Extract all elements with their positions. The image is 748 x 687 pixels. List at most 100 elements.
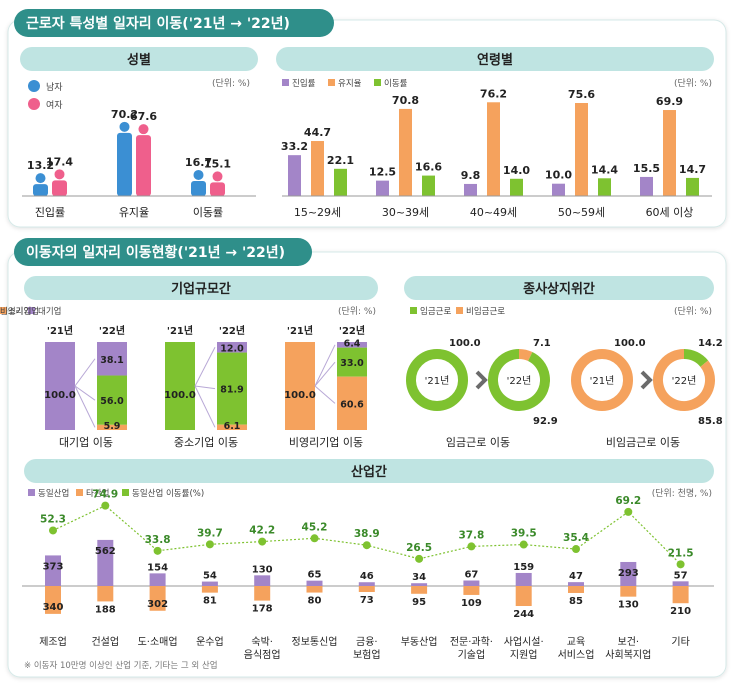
size-flow-arrow [194, 347, 216, 387]
industry-rate-marker [101, 501, 110, 510]
industry-other-bar [97, 586, 114, 602]
industry-same-bar [672, 581, 689, 586]
industry-other-bar [306, 586, 323, 593]
section2-title: 이동자의 일자리 이동현황('21년 → '22년) [26, 244, 285, 261]
size-to-segment [217, 352, 247, 425]
industry-unit: (단위: 천명, %) [652, 488, 712, 499]
section1-title: 근로자 특성별 일자리 이동('21년 → '22년) [26, 15, 290, 32]
industry-rate-value: 37.8 [458, 529, 484, 541]
size-to-value: 6.1 [224, 421, 241, 432]
age-category-label: 15~29세 [294, 206, 341, 219]
status-chart: '21년 100.0 '22년 7.1 92.9 임금근로 이동 '21년 100.0 '22년… [406, 338, 723, 449]
industry-rate-value: 52.3 [40, 513, 66, 525]
age-value-label: 69.9 [656, 95, 683, 108]
industry-same-bar [45, 555, 61, 586]
legend-swatch [282, 79, 289, 86]
gender-category-label: 이동률 [193, 206, 223, 219]
gender-chart: 13.217.4 진입률 70.267.6 유지율 16.715.1 이동률 [22, 108, 256, 219]
industry-category-label: 전문·과학· [450, 636, 493, 648]
legend-label: 동일산업 [38, 488, 69, 499]
industry-rate-value: 38.9 [354, 528, 380, 540]
legend-swatch [374, 79, 381, 86]
size-to-value: 6.4 [344, 339, 361, 350]
industry-other-value: 95 [412, 597, 426, 608]
industry-other-value: 178 [252, 604, 273, 615]
status-arrow-icon [475, 370, 488, 390]
industry-rate-marker [572, 545, 580, 554]
age-header: 연령별 [477, 52, 513, 68]
industry-rate-marker [467, 542, 476, 551]
industry-same-bar [254, 575, 271, 586]
legend-label: 유지율 [338, 79, 362, 89]
size-year-from: '21년 [47, 324, 73, 337]
status-from-donut [406, 349, 468, 411]
industry-rate-value: 74.9 [92, 489, 118, 501]
size-flow-arrow [314, 344, 336, 387]
industry-same-bar [620, 561, 637, 586]
industry-other-value: 81 [203, 596, 217, 607]
industry-category-label: 정보통신업 [292, 635, 338, 648]
size-year-to: '22년 [99, 324, 125, 337]
status-to-same-value: 92.9 [533, 416, 558, 427]
size-header-pill [24, 276, 378, 300]
industry-same-value: 46 [360, 571, 374, 582]
male-legend-label: 남자 [46, 82, 63, 93]
gender-value-label: 17.4 [46, 155, 73, 168]
age-bar [575, 103, 588, 196]
age-value-label: 15.5 [633, 162, 660, 175]
status-group-label: 임금근로 이동 [446, 436, 510, 449]
size-to-segment [97, 375, 127, 425]
industry-category-label: 교육 [567, 636, 585, 648]
gender-header: 성별 [127, 52, 151, 68]
industry-category-label: 지원업 [510, 648, 538, 661]
age-value-label: 76.2 [480, 87, 507, 100]
legend-label: 비영리기업 [0, 306, 39, 317]
size-group-label: 비영리기업 이동 [289, 436, 363, 449]
age-value-label: 14.0 [503, 164, 530, 177]
industry-same-value: 47 [569, 571, 583, 582]
industry-same-bar [306, 580, 323, 586]
age-category-label: 30~39세 [382, 206, 429, 219]
legend-swatch [28, 307, 35, 314]
industry-note: ※ 이동자 10만명 이상인 산업 기준, 기타는 그 외 산업 [24, 660, 218, 671]
size-unit: (단위: %) [338, 306, 376, 317]
size-flow-arrow [314, 385, 336, 404]
industry-other-value: 130 [618, 600, 639, 611]
legend-label: 이동률 [384, 78, 408, 89]
size-from-bar [285, 342, 315, 430]
industry-rate-marker [310, 534, 319, 543]
size-flow-arrow [74, 385, 96, 428]
industry-other-bar [45, 586, 61, 614]
industry-other-value: 109 [461, 598, 482, 609]
size-group-label: 대기업 이동 [59, 436, 113, 449]
age-chart: 33.244.7 22.1 15~29세 12.5 70.8 16.6 30~39세 9.8 7… [281, 87, 712, 219]
age-value-label: 44.7 [304, 126, 331, 139]
industry-rate-value: 35.4 [563, 532, 589, 544]
status-year-to: '22년 [672, 375, 697, 387]
industry-rate-marker [205, 540, 214, 549]
age-value-label: 14.4 [591, 163, 618, 176]
industry-same-value: 293 [618, 568, 639, 579]
status-year-from: '21년 [425, 375, 450, 387]
industry-same-bar [201, 581, 218, 586]
status-to-same-arc [653, 349, 715, 411]
industry-same-value: 562 [95, 546, 116, 557]
size-to-segment [217, 424, 247, 430]
age-bar [663, 110, 676, 196]
size-year-from: '21년 [287, 324, 313, 337]
size-to-segment [217, 342, 247, 353]
industry-rate-marker [49, 526, 57, 535]
gender-bar [210, 182, 225, 196]
industry-rate-marker [624, 507, 633, 516]
industry-category-label: 숙박· [251, 636, 273, 648]
status-to-same-value: 85.8 [698, 416, 723, 427]
industry-category-label: 기타 [671, 636, 689, 648]
industry-rate-value: 21.5 [668, 547, 694, 559]
age-value-label: 75.6 [568, 88, 595, 101]
industry-category-label: 보건· [618, 636, 640, 648]
status-year-from: '21년 [590, 375, 615, 387]
gender-value-label: 70.2 [111, 108, 138, 121]
industry-other-bar [515, 586, 532, 607]
age-value-label: 22.1 [327, 154, 354, 167]
